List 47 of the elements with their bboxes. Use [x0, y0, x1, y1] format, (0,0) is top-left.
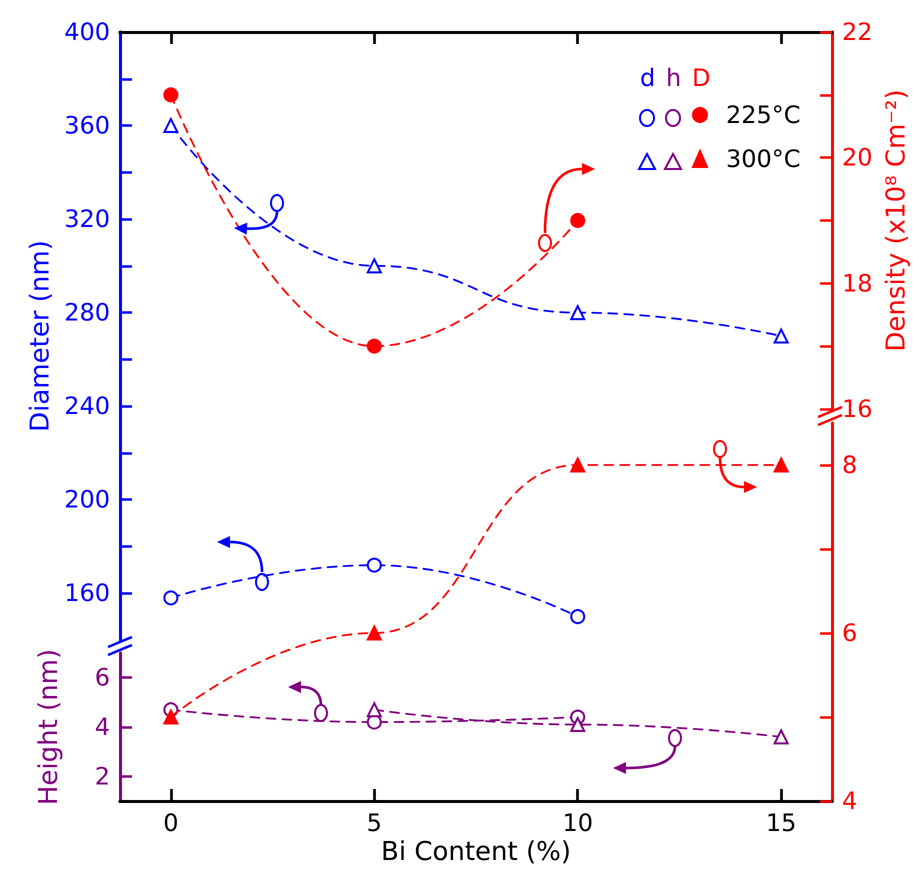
point: [570, 609, 586, 624]
y2-tick-label: 18: [842, 269, 873, 298]
point: [570, 458, 586, 472]
annotation: d: [640, 64, 656, 92]
y-tick-label: 160: [64, 579, 110, 608]
point: [774, 328, 789, 344]
y2-tick-label: 6: [842, 619, 858, 647]
point: [163, 590, 178, 606]
point: [570, 213, 586, 228]
legend-label: 300°C: [726, 145, 801, 173]
y2-tick-label: 22: [842, 18, 873, 46]
y2-tick-label: 16: [842, 395, 873, 423]
y-axis-title: Diameter (nm): [25, 240, 56, 432]
point: [163, 87, 178, 102]
y2-tick-label: 20: [842, 144, 873, 172]
x-tick-label: 15: [766, 809, 796, 837]
y-tick-label: 400: [64, 18, 110, 46]
point: [163, 710, 178, 724]
x-tick-label: 0: [163, 809, 178, 837]
y-tick-label: 200: [64, 486, 110, 514]
y2-tick-label: 4: [842, 787, 858, 815]
annotation: h: [666, 64, 682, 92]
point: [366, 626, 382, 640]
point: [366, 258, 382, 274]
point: [570, 717, 586, 732]
y-tick-label: 360: [64, 112, 110, 140]
point: [366, 338, 382, 354]
x-axis-title: Bi Content (%): [381, 837, 571, 867]
x-tick-label: 10: [562, 809, 593, 837]
point: [774, 458, 789, 472]
y-tick-label: 320: [64, 205, 110, 234]
y2-axis-title: Density (x10⁸ Cm⁻²): [881, 89, 912, 352]
y-tick-label: 6: [94, 664, 110, 692]
point: [774, 729, 789, 744]
point: [366, 558, 382, 573]
legend-label: 225°C: [726, 101, 801, 129]
y-tick-label: 2: [94, 762, 110, 790]
point: [163, 118, 178, 134]
x-tick-label: 5: [366, 809, 382, 837]
point: [570, 305, 586, 320]
y-axis-title: Height (nm): [34, 648, 64, 806]
y-tick-label: 280: [64, 298, 110, 327]
legend-title: D: [692, 64, 710, 92]
y-tick-label: 4: [94, 713, 110, 741]
point: [366, 702, 382, 718]
y2-tick-label: 8: [842, 451, 858, 479]
y-tick-label: 240: [64, 392, 110, 420]
